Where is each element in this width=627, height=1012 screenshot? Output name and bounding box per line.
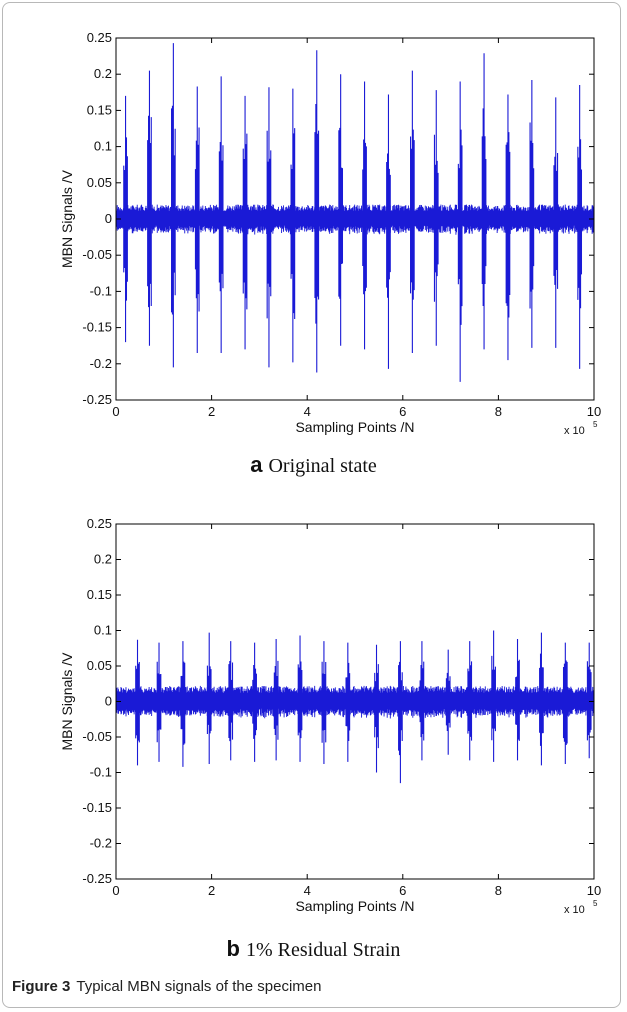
burst-b-13 bbox=[419, 641, 425, 761]
xtick-label: 6 bbox=[399, 883, 406, 898]
noise-band-b bbox=[115, 685, 595, 719]
burst-b-9 bbox=[321, 641, 327, 764]
burst-b-7 bbox=[273, 639, 279, 761]
burst-b-17 bbox=[515, 639, 520, 761]
burst-b-5 bbox=[228, 641, 234, 761]
burst-b-14 bbox=[445, 649, 451, 755]
figure-caption: Figure 3 Typical MBN signals of the speci… bbox=[12, 978, 321, 995]
ytick-label: 0.05 bbox=[87, 175, 112, 190]
burst-a-8 bbox=[290, 88, 296, 363]
burst-b-3 bbox=[180, 641, 186, 767]
panel-a-caption: a Original state bbox=[0, 452, 627, 478]
ytick-label: 0.1 bbox=[94, 139, 112, 154]
ytick-label: 0.15 bbox=[87, 587, 112, 602]
burst-b-2 bbox=[156, 642, 162, 762]
xtick-label: 2 bbox=[208, 404, 215, 419]
burst-a-5 bbox=[218, 76, 224, 353]
xtick-label: 8 bbox=[495, 404, 502, 419]
burst-b-6 bbox=[252, 642, 257, 762]
ytick-label: 0.05 bbox=[87, 658, 112, 673]
ytick-label: -0.1 bbox=[90, 283, 112, 298]
burst-a-9 bbox=[314, 50, 320, 373]
xtick-label: 4 bbox=[304, 883, 311, 898]
burst-b-4 bbox=[206, 632, 212, 764]
xtick-label: 6 bbox=[399, 404, 406, 419]
burst-a-4 bbox=[194, 86, 200, 353]
y-axis-label: MBN Signals /V bbox=[59, 169, 75, 268]
panel-a-caption-text: Original state bbox=[268, 455, 377, 477]
xtick-label: 10 bbox=[587, 883, 601, 898]
xtick-label: 0 bbox=[112, 883, 119, 898]
burst-a-12 bbox=[386, 94, 391, 369]
ytick-label: -0.15 bbox=[82, 320, 112, 335]
figure-caption-text: Typical MBN signals of the specimen bbox=[76, 978, 322, 995]
ytick-label: 0 bbox=[105, 694, 112, 709]
burst-a-6 bbox=[242, 95, 248, 350]
chart-panel-b: 0.25 0.2 0.15 0.1 0.05 0 -0.05 -0.1 -0.15 -0.2 -0.… bbox=[59, 516, 601, 916]
ytick-label: 0.2 bbox=[94, 66, 112, 81]
burst-b-18 bbox=[539, 632, 544, 766]
ytick-label: 0.15 bbox=[87, 102, 112, 117]
burst-b-1 bbox=[135, 639, 140, 766]
x-multiplier: x 10 bbox=[564, 904, 585, 916]
panel-a-letter: a bbox=[250, 452, 263, 477]
x-axis-label: Sampling Points /N bbox=[295, 419, 414, 435]
ytick-label: 0 bbox=[105, 211, 112, 226]
burst-a-10 bbox=[338, 74, 344, 346]
ytick-label: -0.2 bbox=[90, 356, 112, 371]
burst-b-19 bbox=[562, 642, 568, 764]
ytick-label: -0.05 bbox=[82, 729, 112, 744]
burst-a-16 bbox=[481, 53, 487, 350]
xtick-label: 10 bbox=[587, 404, 601, 419]
burst-a-17 bbox=[505, 94, 511, 361]
x-multiplier: x 10 bbox=[564, 425, 585, 437]
burst-b-12 bbox=[398, 641, 403, 784]
ytick-label: -0.1 bbox=[90, 765, 112, 780]
burst-a-1 bbox=[123, 95, 128, 343]
burst-a-13 bbox=[410, 70, 415, 353]
burst-a-11 bbox=[362, 81, 367, 350]
burst-a-18 bbox=[529, 79, 535, 348]
xtick-label: 0 bbox=[112, 404, 119, 419]
burst-b-11 bbox=[374, 644, 379, 773]
xtick-label: 2 bbox=[208, 883, 215, 898]
burst-a-3 bbox=[171, 43, 176, 368]
burst-b-10 bbox=[345, 642, 351, 762]
ytick-label: 0.25 bbox=[87, 30, 112, 45]
burst-a-2 bbox=[147, 70, 152, 346]
chart-panel-a: 0.25 0.2 0.15 0.1 0.05 0 -0.05 -0.1 -0.15 -0.2 -0.… bbox=[59, 30, 601, 437]
noise-band-a bbox=[115, 204, 595, 235]
burst-a-14 bbox=[433, 90, 439, 346]
burst-b-16 bbox=[491, 630, 496, 762]
ytick-label: -0.05 bbox=[82, 247, 112, 262]
ytick-label: 0.25 bbox=[87, 516, 112, 531]
burst-b-20 bbox=[586, 642, 592, 759]
burst-b-8 bbox=[297, 635, 303, 762]
burst-a-20 bbox=[577, 85, 583, 369]
burst-a-7 bbox=[266, 87, 272, 368]
ytick-label: 0.1 bbox=[94, 623, 112, 638]
burst-b-15 bbox=[467, 641, 473, 761]
burst-a-15 bbox=[457, 81, 463, 382]
figure-label: Figure 3 bbox=[12, 978, 71, 995]
ytick-label: 0.2 bbox=[94, 552, 112, 567]
burst-a-19 bbox=[553, 97, 559, 348]
ytick-label: -0.25 bbox=[82, 392, 112, 407]
xtick-label: 8 bbox=[495, 883, 502, 898]
y-axis-label: MBN Signals /V bbox=[59, 652, 75, 751]
panel-b-caption: b 1% Residual Strain bbox=[0, 936, 627, 962]
panel-b-caption-text: 1% Residual Strain bbox=[246, 939, 401, 961]
ytick-label: -0.2 bbox=[90, 836, 112, 851]
panel-b-letter: b bbox=[226, 936, 240, 961]
x-multiplier-exponent: 5 bbox=[593, 420, 598, 429]
ytick-label: -0.25 bbox=[82, 871, 112, 886]
x-axis-label: Sampling Points /N bbox=[295, 898, 414, 914]
xtick-label: 4 bbox=[304, 404, 311, 419]
x-multiplier-exponent: 5 bbox=[593, 899, 598, 908]
ytick-label: -0.15 bbox=[82, 800, 112, 815]
